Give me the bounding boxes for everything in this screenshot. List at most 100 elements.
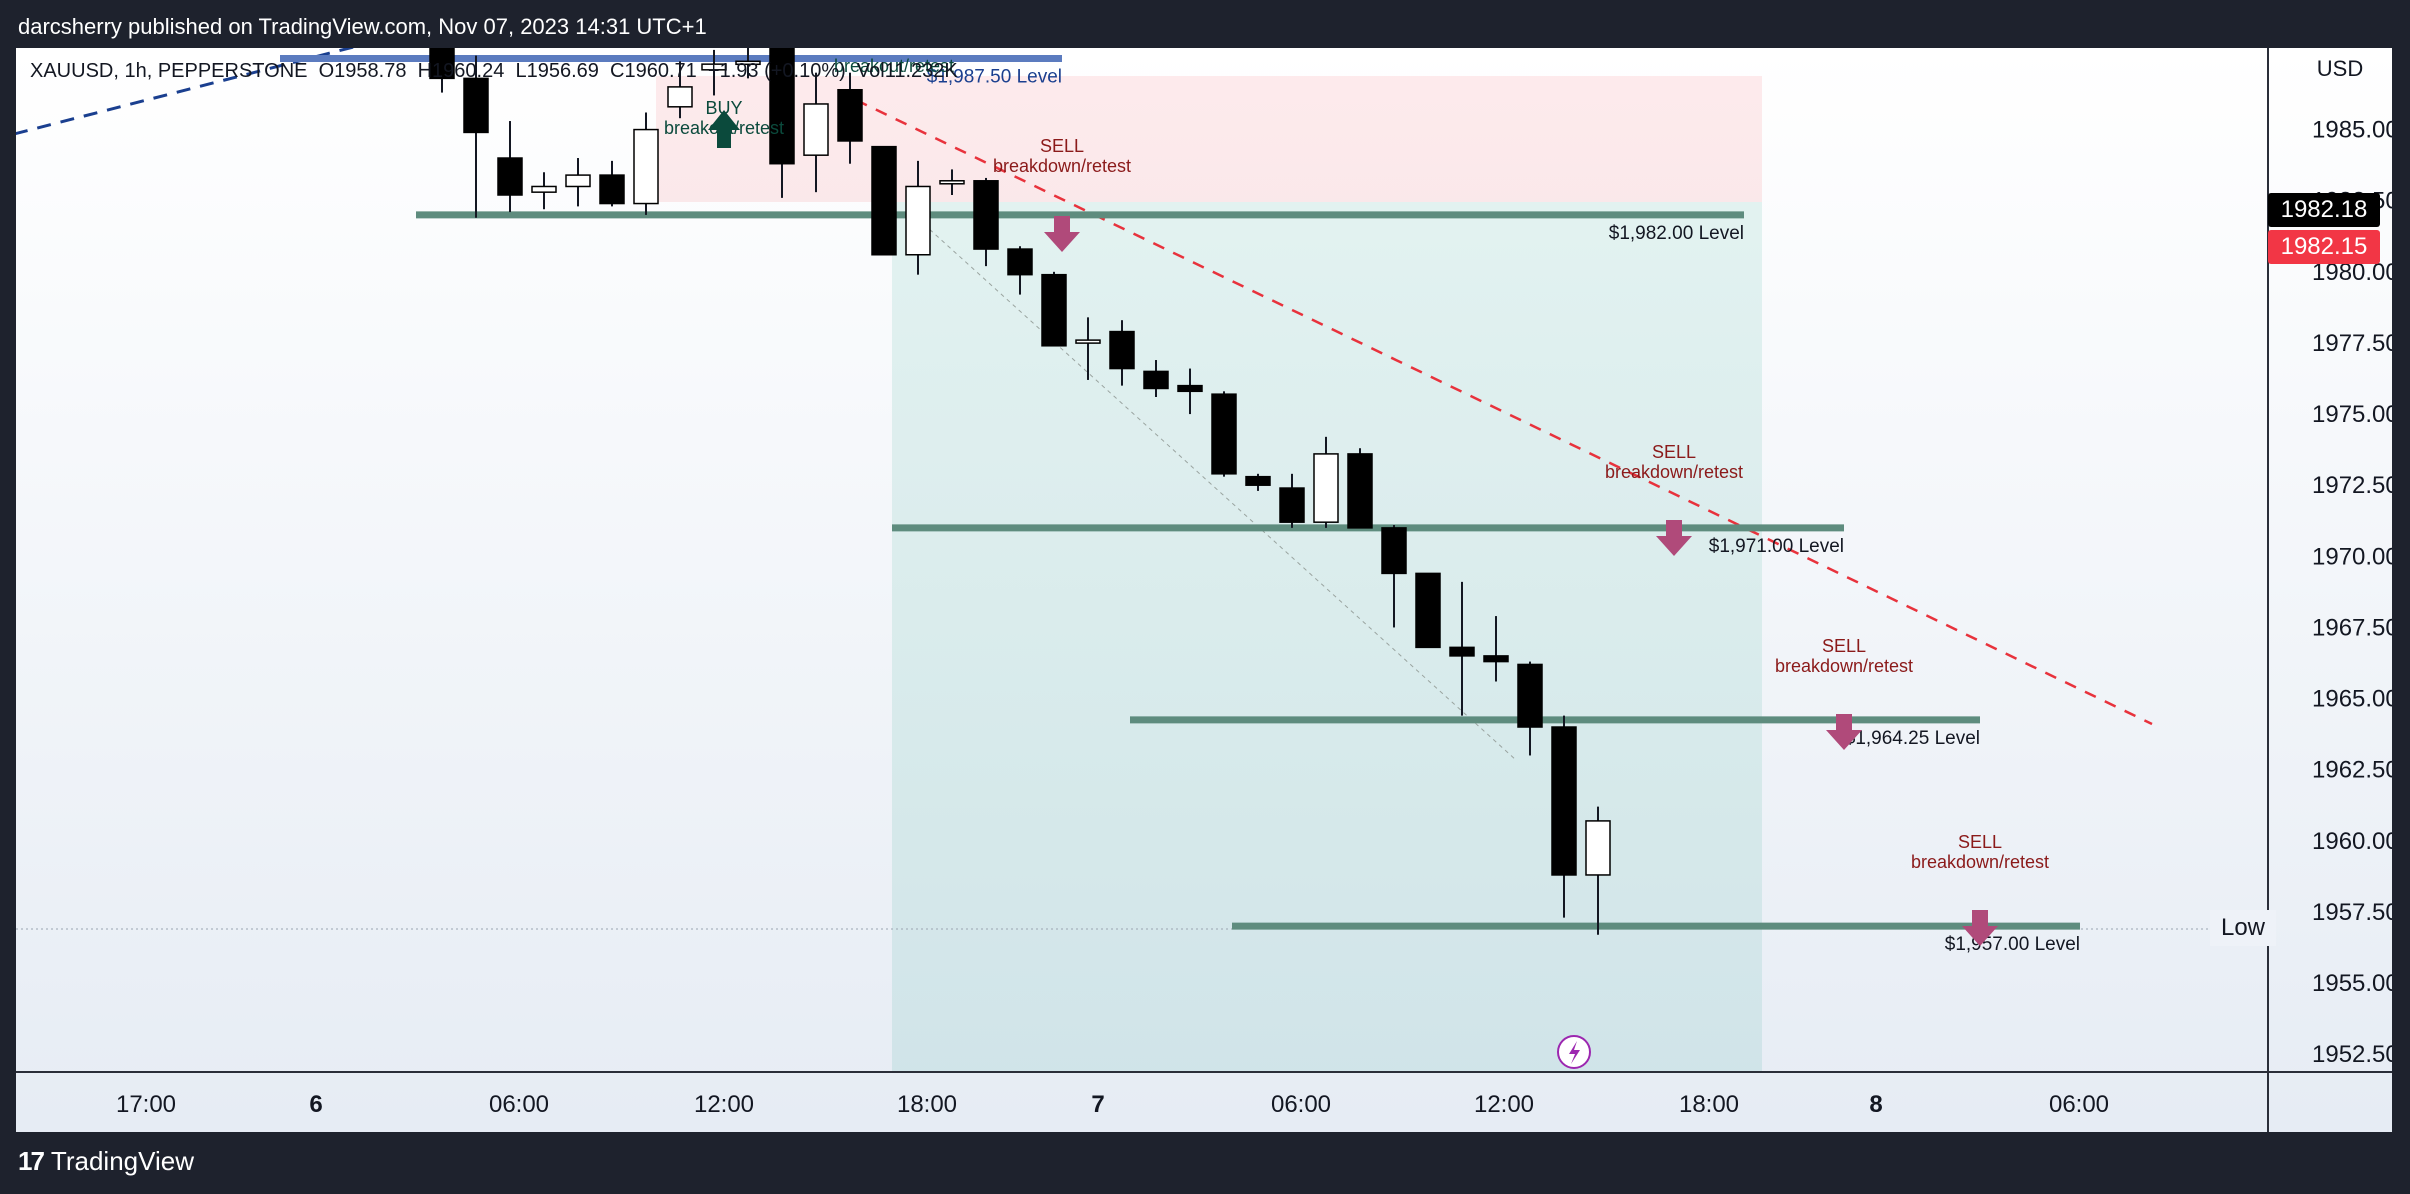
legend-volume: Vol11.232K — [856, 60, 958, 82]
previous-trendline — [16, 48, 356, 136]
time-tick-label: 12:00 — [694, 1091, 754, 1118]
sell-arrow-icon — [1656, 520, 1692, 556]
price-level-label: $1,982.00 Level — [1609, 223, 1744, 244]
price-tick-label: 1975.00 — [2312, 401, 2392, 428]
price-chart[interactable]: 1985.001982.501980.001977.501975.001972.… — [16, 48, 2392, 1132]
candle-body — [463, 77, 489, 134]
alt-price-tag: 1982.15 — [2268, 229, 2380, 264]
candle-body — [905, 185, 931, 256]
candle-body — [1007, 248, 1033, 276]
publisher-bar: darcsherry published on TradingView.com,… — [0, 0, 2410, 48]
price-tick-label: 1952.50 — [2312, 1041, 2392, 1068]
chart-frame[interactable]: 1985.001982.501980.001977.501975.001972.… — [16, 48, 2392, 1132]
candle-body — [1041, 273, 1067, 347]
chart-background — [16, 48, 2392, 1132]
buy-annotation-title: BUY — [705, 98, 742, 118]
candle-body — [1245, 475, 1271, 486]
candle-body — [1585, 820, 1611, 876]
price-level-label: $1,971.00 Level — [1709, 536, 1844, 557]
price-tick-label: 1985.00 — [2312, 117, 2392, 144]
candle-body — [837, 88, 863, 142]
sell-annotation-subtitle: breakdown/retest — [1911, 852, 2049, 872]
time-tick-label: 7 — [1091, 1091, 1104, 1118]
last-price-tag: 1982.18 — [2268, 192, 2380, 227]
candle-body — [1551, 726, 1577, 876]
sell-arrow-icon — [1044, 216, 1080, 252]
candle-body — [769, 48, 795, 165]
tradingview-logo-icon: 17 — [18, 1146, 45, 1176]
legend-high: H1960.24 — [417, 60, 505, 82]
candle-body — [1517, 663, 1543, 728]
brand-name: TradingView — [50, 1146, 194, 1176]
price-level-label: $1,987.50 Level — [927, 66, 1062, 87]
candle-body — [1143, 370, 1169, 390]
ohlc-legend: XAUUSD, 1h, PEPPERSTONE O1958.78 H1960.2… — [30, 60, 958, 83]
footer-bar: 17 TradingView — [0, 1132, 2410, 1194]
published-line: darcsherry published on TradingView.com,… — [18, 14, 707, 39]
time-tick-label: 8 — [1869, 1091, 1882, 1118]
sell-annotation-title: SELL — [1040, 136, 1084, 156]
sell-annotation-title: SELL — [1652, 442, 1696, 462]
take-profit-zone — [892, 202, 1762, 1072]
price-tick-label: 1977.50 — [2312, 330, 2392, 357]
candle-body — [701, 63, 727, 71]
time-tick-label: 6 — [309, 1091, 322, 1118]
price-level-label: $1,964.25 Level — [1845, 728, 1980, 749]
time-tick-label: 18:00 — [1679, 1091, 1739, 1118]
buy-arrow-icon — [708, 110, 740, 148]
candle-body — [1075, 339, 1101, 344]
candle-body — [633, 128, 659, 205]
candle-body — [1211, 393, 1237, 475]
sell-annotation-subtitle: breakdown/retest — [993, 156, 1131, 176]
time-tick-label: 18:00 — [897, 1091, 957, 1118]
candle-body — [1279, 487, 1305, 523]
candle-body — [599, 174, 625, 205]
low-marker-label: Low — [2210, 910, 2276, 946]
candle-body — [565, 174, 591, 188]
note-annotation-subtitle: breakout/retest — [834, 56, 954, 76]
guide-trendline — [905, 207, 1517, 761]
sell-annotation-title: SELL — [1958, 832, 2002, 852]
time-tick-label: 12:00 — [1474, 1091, 1534, 1118]
price-tick-label: 1967.50 — [2312, 614, 2392, 641]
price-tick-label: 1960.00 — [2312, 828, 2392, 855]
sell-arrow-icon — [1962, 910, 1998, 946]
candle-body — [1313, 453, 1339, 523]
candle-body — [1177, 384, 1203, 393]
time-tick-label: 06:00 — [1271, 1091, 1331, 1118]
tradingview-logo[interactable]: 17 TradingView — [18, 1146, 194, 1177]
candle-body — [1415, 572, 1441, 649]
candle-body — [1483, 655, 1509, 663]
legend-close: C1960.71 — [610, 60, 697, 82]
sell-annotation-subtitle: breakdown/retest — [1775, 656, 1913, 676]
legend-change: +1.93 (+0.10%) — [707, 60, 846, 82]
price-level-label: $1,957.00 Level — [1945, 934, 2080, 955]
candle-body — [1381, 527, 1407, 575]
candle-body — [973, 180, 999, 250]
candle-body — [803, 103, 829, 156]
price-tick-label: 1970.00 — [2312, 543, 2392, 570]
candle-body — [1347, 453, 1373, 529]
legend-open: O1958.78 — [318, 60, 407, 82]
candle-body — [1449, 646, 1475, 657]
candle-body — [735, 60, 761, 66]
price-tick-label: 1972.50 — [2312, 472, 2392, 499]
sell-annotation-subtitle: breakdown/retest — [1605, 462, 1743, 482]
legend-low: L1956.69 — [515, 60, 599, 82]
candle-body — [871, 145, 897, 256]
time-tick-label: 06:00 — [489, 1091, 549, 1118]
candle-body — [429, 48, 455, 80]
price-tick-label: 1957.50 — [2312, 899, 2392, 926]
candle-body — [497, 157, 523, 196]
time-tick-label: 06:00 — [2049, 1091, 2109, 1118]
price-tick-label: 1955.00 — [2312, 970, 2392, 997]
legend-symbol: XAUUSD, 1h, PEPPERSTONE — [30, 60, 308, 82]
resistance-trendline — [855, 98, 2153, 726]
candle-body — [939, 180, 965, 185]
price-tick-label: 1962.50 — [2312, 757, 2392, 784]
sell-arrow-icon — [1826, 714, 1862, 750]
currency-button[interactable]: USD — [2316, 56, 2364, 81]
candle-body — [667, 86, 693, 108]
candle-body — [1109, 330, 1135, 370]
event-lightning-glyph — [1569, 1041, 1580, 1064]
